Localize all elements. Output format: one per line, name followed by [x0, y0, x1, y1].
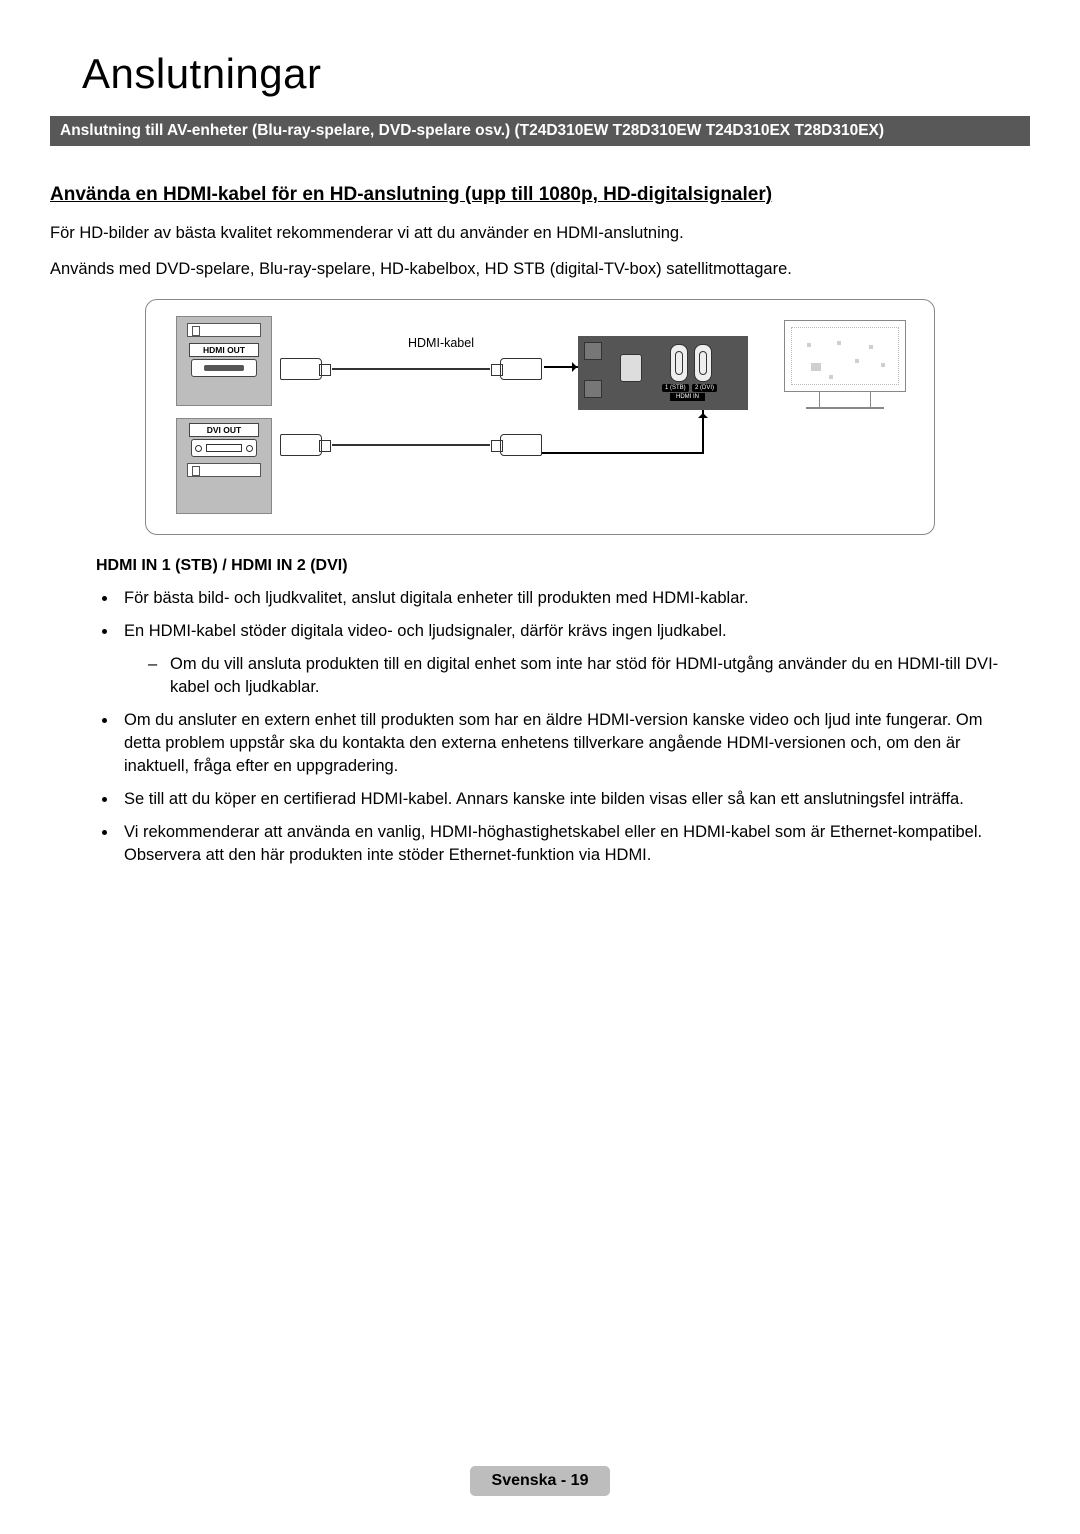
port-2-label: 2 (DVI) — [692, 384, 717, 392]
hdmi-out-label: HDMI OUT — [189, 343, 259, 357]
subtitle-bar: Anslutning till AV-enheter (Blu-ray-spel… — [50, 116, 1030, 146]
page-footer: Svenska - 19 — [0, 1466, 1080, 1496]
bullet-list: För bästa bild- och ljudkvalitet, anslut… — [118, 587, 1010, 868]
list-item: Vi rekommenderar att använda en vanlig, … — [118, 821, 1010, 867]
dvi-out-label: DVI OUT — [189, 423, 259, 437]
intro-paragraph-2: Används med DVD-spelare, Blu-ray-spelare… — [50, 258, 1030, 280]
monitor-icon — [784, 320, 906, 412]
list-item: Om du ansluter en extern enhet till prod… — [118, 709, 1010, 778]
connector-line-horizontal — [542, 452, 704, 454]
sub-bullet-list: Om du vill ansluta produkten till en dig… — [148, 653, 1010, 699]
port-1-label: 1 (STB) — [662, 384, 689, 392]
source-device-hdmi: HDMI OUT — [176, 316, 272, 406]
connector-line-down — [702, 410, 704, 454]
tv-back-panel: 1 (STB) 2 (DVI) HDMI IN — [578, 336, 748, 410]
list-item: Se till att du köper en certifierad HDMI… — [118, 788, 1010, 811]
page-title: Anslutningar — [82, 50, 1030, 98]
hdmi-dvi-cable-bottom — [280, 430, 542, 460]
source-device-dvi: DVI OUT — [176, 418, 272, 514]
hdmi-cable-top — [280, 354, 542, 384]
section-heading: Använda en HDMI-kabel för en HD-anslutni… — [50, 184, 1030, 206]
arrow-in-icon — [544, 366, 580, 368]
sub-heading: HDMI IN 1 (STB) / HDMI IN 2 (DVI) — [96, 557, 1030, 575]
intro-paragraph-1: För HD-bilder av bästa kvalitet rekommen… — [50, 222, 1030, 244]
footer-page-label: Svenska - 19 — [470, 1466, 611, 1496]
connection-diagram: HDMI OUT DVI OUT HDMI-kabel 1 (STB) 2 (D… — [145, 299, 935, 535]
cable-label: HDMI-kabel — [408, 336, 474, 350]
list-item: En HDMI-kabel stöder digitala video- och… — [118, 620, 1010, 699]
port-group-label: HDMI IN — [670, 393, 705, 401]
list-item: Om du vill ansluta produkten till en dig… — [148, 653, 1010, 699]
list-item: För bästa bild- och ljudkvalitet, anslut… — [118, 587, 1010, 610]
